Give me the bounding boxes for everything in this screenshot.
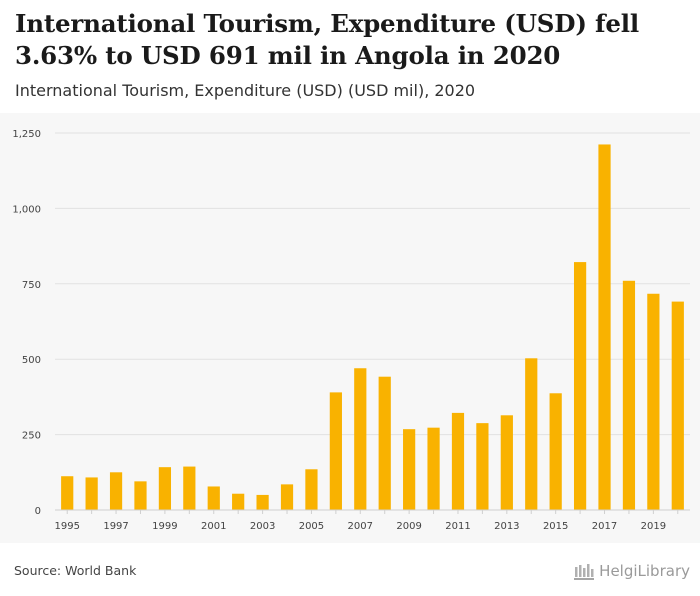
bar-2002[interactable] [232, 493, 245, 510]
bar-2016[interactable] [573, 262, 587, 510]
bar-2000[interactable] [183, 466, 196, 510]
bar-chart: 0 250 500 750 1,000 1,250 1995 1997 1999 2001 2003… [12, 129, 690, 532]
bar-2005[interactable] [305, 469, 318, 510]
bar-2014[interactable] [525, 358, 538, 510]
bar-2011[interactable] [451, 412, 465, 510]
library-icon [574, 564, 595, 580]
x-tick-label: 2011 [445, 521, 470, 532]
bar-1997[interactable] [109, 472, 123, 510]
x-tick-label: 2003 [250, 521, 275, 532]
x-tick-label: 1995 [54, 521, 79, 532]
x-tick-label: 2015 [543, 521, 568, 532]
bars [61, 144, 684, 510]
bar-1996[interactable] [85, 477, 98, 510]
bar-2015[interactable] [549, 393, 562, 510]
bar-2009[interactable] [403, 429, 416, 510]
bar-2007[interactable] [354, 368, 367, 510]
x-tick-label: 2009 [396, 521, 421, 532]
chart-subtitle: International Tourism, Expenditure (USD)… [15, 81, 476, 100]
logo-text: HelgiLibrary [599, 562, 690, 580]
x-tick-label: 2019 [641, 521, 666, 532]
gridlines [55, 132, 690, 511]
x-tick-label: 2005 [299, 521, 324, 532]
bar-2010[interactable] [427, 427, 440, 510]
bar-2020[interactable] [671, 301, 684, 510]
x-tick-label: 2013 [494, 521, 519, 532]
bar-2008[interactable] [378, 376, 391, 510]
bar-2001[interactable] [207, 486, 220, 510]
bar-2006[interactable] [329, 392, 342, 510]
y-tick-label: 0 [35, 506, 41, 517]
y-tick-label: 250 [22, 431, 41, 442]
bar-1998[interactable] [134, 481, 147, 510]
x-tick-label: 1999 [152, 521, 177, 532]
x-tick-label: 1997 [103, 521, 128, 532]
bar-2003[interactable] [256, 494, 269, 510]
bar-2004[interactable] [280, 484, 294, 510]
x-tick-label: 2001 [201, 521, 226, 532]
x-tick-label: 2017 [592, 521, 617, 532]
chart-title: International Tourism, Expenditure (USD)… [15, 9, 639, 70]
bar-2017[interactable] [598, 144, 611, 510]
helgilibrary-logo[interactable]: HelgiLibrary [573, 560, 690, 582]
y-tick-label: 1,250 [12, 129, 41, 140]
footer: Source: World Bank HelgiLibrary [0, 543, 700, 596]
source-note: Source: World Bank [14, 563, 137, 578]
y-tick-label: 750 [22, 280, 41, 291]
header: International Tourism, Expenditure (USD)… [0, 0, 700, 113]
x-tick-label: 2007 [348, 521, 373, 532]
bar-2013[interactable] [500, 415, 513, 510]
axes: 0 250 500 750 1,000 1,250 1995 1997 1999 2001 2003… [12, 129, 690, 532]
bar-1995[interactable] [61, 476, 74, 510]
y-tick-label: 500 [22, 355, 41, 366]
chart-panel: 0 250 500 750 1,000 1,250 1995 1997 1999 2001 2003… [0, 113, 700, 543]
bar-2018[interactable] [622, 280, 636, 510]
y-tick-label: 1,000 [12, 204, 41, 215]
bar-2019[interactable] [647, 293, 660, 510]
bar-1999[interactable] [158, 467, 172, 510]
bar-2012[interactable] [476, 423, 489, 510]
